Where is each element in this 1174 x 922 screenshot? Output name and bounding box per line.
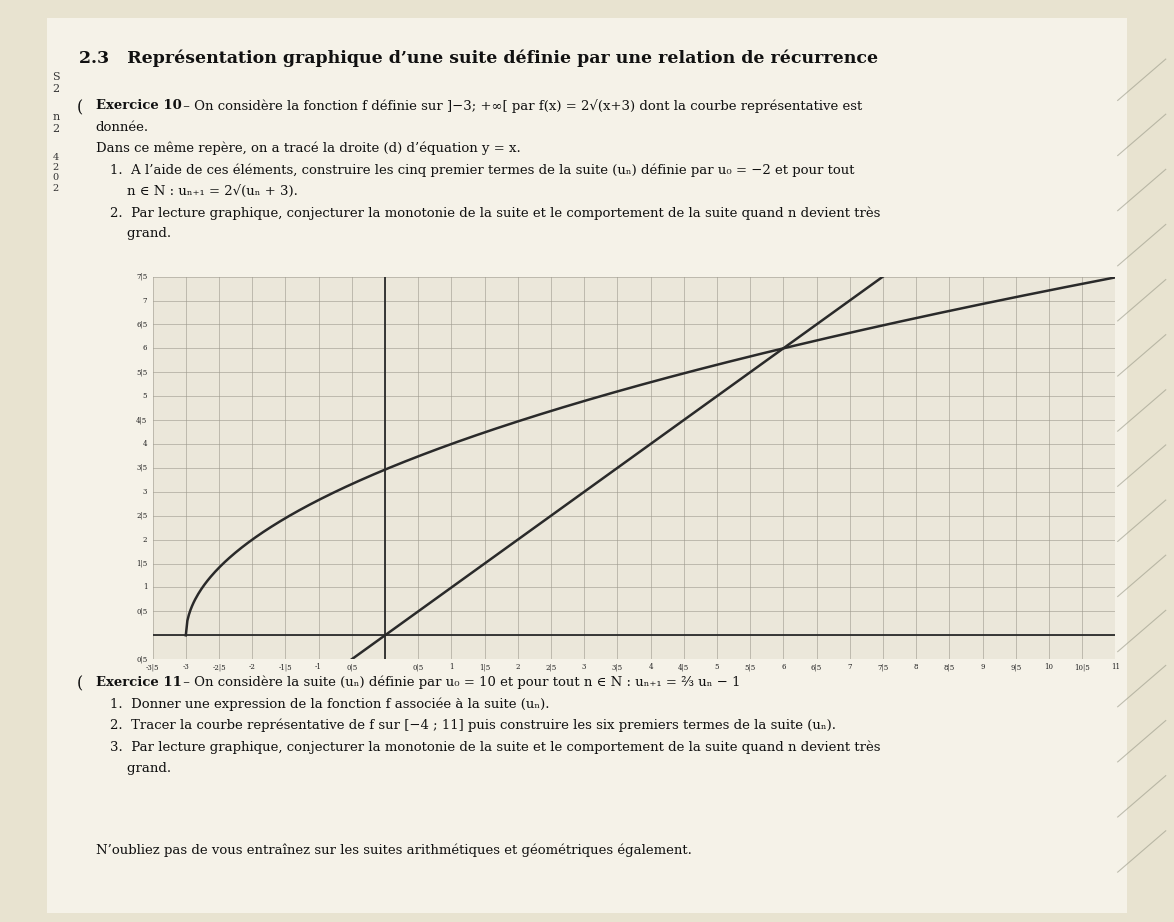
Text: 7|5: 7|5	[136, 273, 147, 280]
Text: n ∈ N : uₙ₊₁ = 2√(uₙ + 3).: n ∈ N : uₙ₊₁ = 2√(uₙ + 3).	[109, 184, 297, 198]
Text: Exercice 11: Exercice 11	[95, 676, 182, 689]
Text: 11: 11	[1111, 663, 1120, 671]
Text: 4
2
0
2: 4 2 0 2	[53, 153, 59, 193]
Text: 2.3   Représentation graphique d’une suite définie par une relation de récurrenc: 2.3 Représentation graphique d’une suite…	[80, 50, 878, 67]
Text: 1.  A l’aide de ces éléments, construire les cinq premier termes de la suite (uₙ: 1. A l’aide de ces éléments, construire …	[109, 163, 855, 177]
Text: donnée.: donnée.	[95, 122, 149, 135]
Text: 0|5: 0|5	[412, 663, 424, 671]
Text: 0|5: 0|5	[136, 656, 147, 663]
Text: 1: 1	[143, 584, 147, 592]
Text: grand.: grand.	[109, 762, 170, 774]
Text: -1: -1	[315, 663, 322, 671]
Text: 9|5: 9|5	[1010, 663, 1021, 671]
Text: 4: 4	[648, 663, 653, 671]
Text: 2|5: 2|5	[136, 512, 147, 520]
Text: 3: 3	[143, 488, 147, 496]
Text: – On considère la suite (uₙ) définie par u₀ = 10 et pour tout n ∈ N : uₙ₊₁ = ⅔ u: – On considère la suite (uₙ) définie par…	[178, 676, 741, 690]
Text: Exercice 10: Exercice 10	[95, 99, 181, 112]
Text: (: (	[77, 676, 83, 692]
Text: 1.  Donner une expression de la fonction f associée à la suite (uₙ).: 1. Donner une expression de la fonction …	[109, 697, 549, 711]
Text: 2: 2	[143, 536, 147, 544]
Text: 4|5: 4|5	[679, 663, 689, 671]
Text: 10: 10	[1045, 663, 1053, 671]
Text: 5: 5	[715, 663, 720, 671]
Text: 1: 1	[450, 663, 453, 671]
Text: 8: 8	[913, 663, 918, 671]
Text: 2.  Par lecture graphique, conjecturer la monotonie de la suite et le comporteme: 2. Par lecture graphique, conjecturer la…	[109, 207, 880, 219]
Text: n
2: n 2	[53, 112, 60, 134]
Text: 3|5: 3|5	[136, 464, 147, 472]
Text: 2: 2	[515, 663, 520, 671]
Text: 5: 5	[143, 392, 147, 400]
Text: S
2: S 2	[53, 72, 60, 94]
Text: 2|5: 2|5	[546, 663, 556, 671]
Text: 8|5: 8|5	[944, 663, 954, 671]
Text: (: (	[77, 99, 83, 116]
Text: 4|5: 4|5	[136, 416, 147, 424]
Text: Dans ce même repère, on a tracé la droite (d) d’équation y = x.: Dans ce même repère, on a tracé la droit…	[95, 142, 520, 156]
Text: N’oubliez pas de vous entraînez sur les suites arithmétiques et géométriques éga: N’oubliez pas de vous entraînez sur les …	[95, 843, 691, 857]
Text: grand.: grand.	[109, 227, 170, 240]
Text: 5|5: 5|5	[136, 368, 147, 376]
Text: 0|5: 0|5	[136, 608, 147, 615]
Text: – On considère la fonction f définie sur ]−3; +∞[ par f(x) = 2√(x+3) dont la cou: – On considère la fonction f définie sur…	[178, 99, 862, 112]
Text: 0|5: 0|5	[346, 663, 357, 671]
Text: 1|5: 1|5	[479, 663, 491, 671]
Text: 4: 4	[143, 440, 147, 448]
Text: 10|5: 10|5	[1074, 663, 1089, 671]
Text: -1|5: -1|5	[278, 663, 292, 671]
Text: 3: 3	[582, 663, 586, 671]
Text: 1|5: 1|5	[136, 560, 147, 568]
Text: 6: 6	[781, 663, 785, 671]
Text: 6|5: 6|5	[136, 321, 147, 328]
Text: 7: 7	[848, 663, 852, 671]
Text: 7: 7	[143, 297, 147, 304]
Text: -3: -3	[182, 663, 189, 671]
Text: 9: 9	[980, 663, 985, 671]
Text: 6|5: 6|5	[811, 663, 822, 671]
Text: 3|5: 3|5	[612, 663, 623, 671]
Text: 2.  Tracer la courbe représentative de f sur [−4 ; 11] puis construire les six p: 2. Tracer la courbe représentative de f …	[109, 719, 836, 732]
Text: 6: 6	[143, 344, 147, 352]
Text: 7|5: 7|5	[877, 663, 889, 671]
Text: 5|5: 5|5	[744, 663, 756, 671]
Text: 3.  Par lecture graphique, conjecturer la monotonie de la suite et le comporteme: 3. Par lecture graphique, conjecturer la…	[109, 740, 880, 753]
Text: -2|5: -2|5	[212, 663, 225, 671]
Text: -2: -2	[249, 663, 256, 671]
Text: -3|5: -3|5	[146, 663, 160, 671]
